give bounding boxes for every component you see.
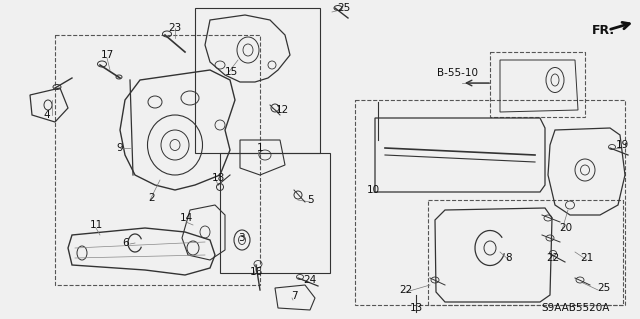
Text: 13: 13 (410, 303, 422, 313)
Bar (195, 8, 320, 153)
Text: 9: 9 (116, 143, 124, 153)
Text: 3: 3 (237, 233, 244, 243)
Bar (355, 100, 625, 305)
Text: 12: 12 (275, 105, 289, 115)
Text: 10: 10 (367, 185, 380, 195)
Text: 24: 24 (303, 275, 317, 285)
Text: 22: 22 (399, 285, 413, 295)
Text: 22: 22 (547, 253, 559, 263)
Text: 20: 20 (559, 223, 573, 233)
Text: 15: 15 (225, 67, 237, 77)
Text: S9AAB5520A: S9AAB5520A (542, 303, 610, 313)
Text: 25: 25 (337, 3, 351, 13)
Text: 16: 16 (250, 267, 262, 277)
Text: 23: 23 (168, 23, 182, 33)
Text: B-55-10: B-55-10 (438, 68, 479, 78)
Text: 2: 2 (148, 193, 156, 203)
Text: 11: 11 (90, 220, 102, 230)
Bar (490, 52, 585, 117)
Bar (428, 200, 623, 305)
Text: 25: 25 (597, 283, 611, 293)
Text: 14: 14 (179, 213, 193, 223)
Text: FR.: FR. (591, 24, 614, 36)
Text: 18: 18 (211, 173, 225, 183)
Text: 21: 21 (580, 253, 594, 263)
Bar (55, 35, 260, 285)
Bar (220, 153, 330, 273)
Text: 8: 8 (506, 253, 512, 263)
Text: 6: 6 (123, 238, 129, 248)
Text: 5: 5 (308, 195, 314, 205)
Text: 19: 19 (616, 140, 628, 150)
Text: 4: 4 (44, 110, 51, 120)
Text: 17: 17 (100, 50, 114, 60)
Text: 1: 1 (257, 143, 263, 153)
Text: 7: 7 (291, 291, 298, 301)
